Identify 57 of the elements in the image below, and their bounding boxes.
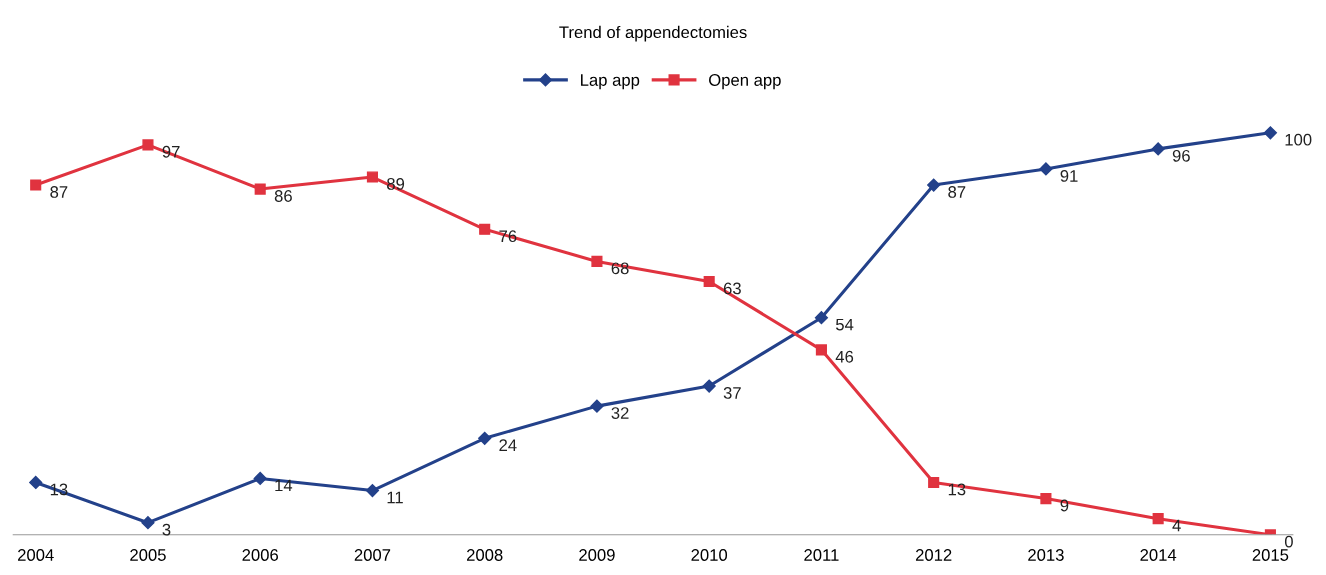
data-label: 24	[499, 439, 517, 451]
data-label: 86	[274, 190, 292, 202]
x-tick-label: 2012	[915, 549, 952, 561]
x-tick-label: 2008	[466, 549, 503, 561]
x-tick-label: 2009	[579, 549, 615, 561]
data-label: 96	[1172, 149, 1190, 162]
chart-title: Trend of appendectomies	[559, 25, 747, 42]
x-tick-label: 2013	[1028, 549, 1064, 561]
data-label: 37	[723, 387, 741, 399]
x-tick-label: 2014	[1140, 549, 1177, 561]
x-tick-label: 2005	[130, 549, 166, 561]
data-label: 91	[1060, 169, 1078, 182]
x-tick-label: 2011	[804, 549, 839, 561]
point	[814, 311, 829, 325]
point	[1151, 142, 1165, 156]
point	[1152, 513, 1164, 525]
point	[1263, 126, 1277, 140]
data-label: 87	[50, 186, 68, 198]
x-tick-label: 2015	[1252, 549, 1289, 561]
x-tick-label: 2007	[354, 549, 391, 561]
point	[30, 179, 42, 191]
data-label: 9	[1060, 499, 1069, 512]
data-label: 3	[162, 523, 171, 536]
point	[928, 476, 940, 489]
point	[591, 255, 603, 267]
point	[815, 344, 827, 356]
point	[590, 399, 604, 413]
point	[702, 379, 716, 393]
data-label: 54	[835, 318, 854, 331]
data-label: 63	[723, 282, 741, 295]
point	[1040, 493, 1052, 505]
point	[254, 183, 266, 195]
x-tick-label: 2006	[242, 549, 279, 561]
data-label: 14	[275, 479, 293, 492]
x-tick-label: 2010	[691, 549, 728, 561]
point	[141, 516, 155, 530]
data-label: 46	[835, 350, 854, 363]
data-label: 11	[387, 491, 403, 504]
data-label: 87	[948, 186, 966, 198]
data-label: 32	[611, 407, 629, 419]
point	[29, 475, 43, 490]
data-label: 4	[1172, 519, 1181, 532]
data-label: 0	[1284, 535, 1293, 548]
point	[142, 139, 154, 151]
legend-label: Lap app	[581, 74, 640, 90]
point	[365, 483, 380, 498]
legend-label: Open app	[709, 74, 781, 90]
point	[1039, 162, 1053, 176]
point	[253, 471, 267, 486]
x-tick-label: 2004	[18, 549, 54, 561]
point	[703, 275, 715, 288]
point	[927, 178, 941, 192]
point	[478, 431, 492, 445]
data-label: 100	[1285, 133, 1312, 146]
data-label: 13	[948, 483, 966, 496]
point	[366, 171, 378, 183]
point	[479, 223, 491, 235]
